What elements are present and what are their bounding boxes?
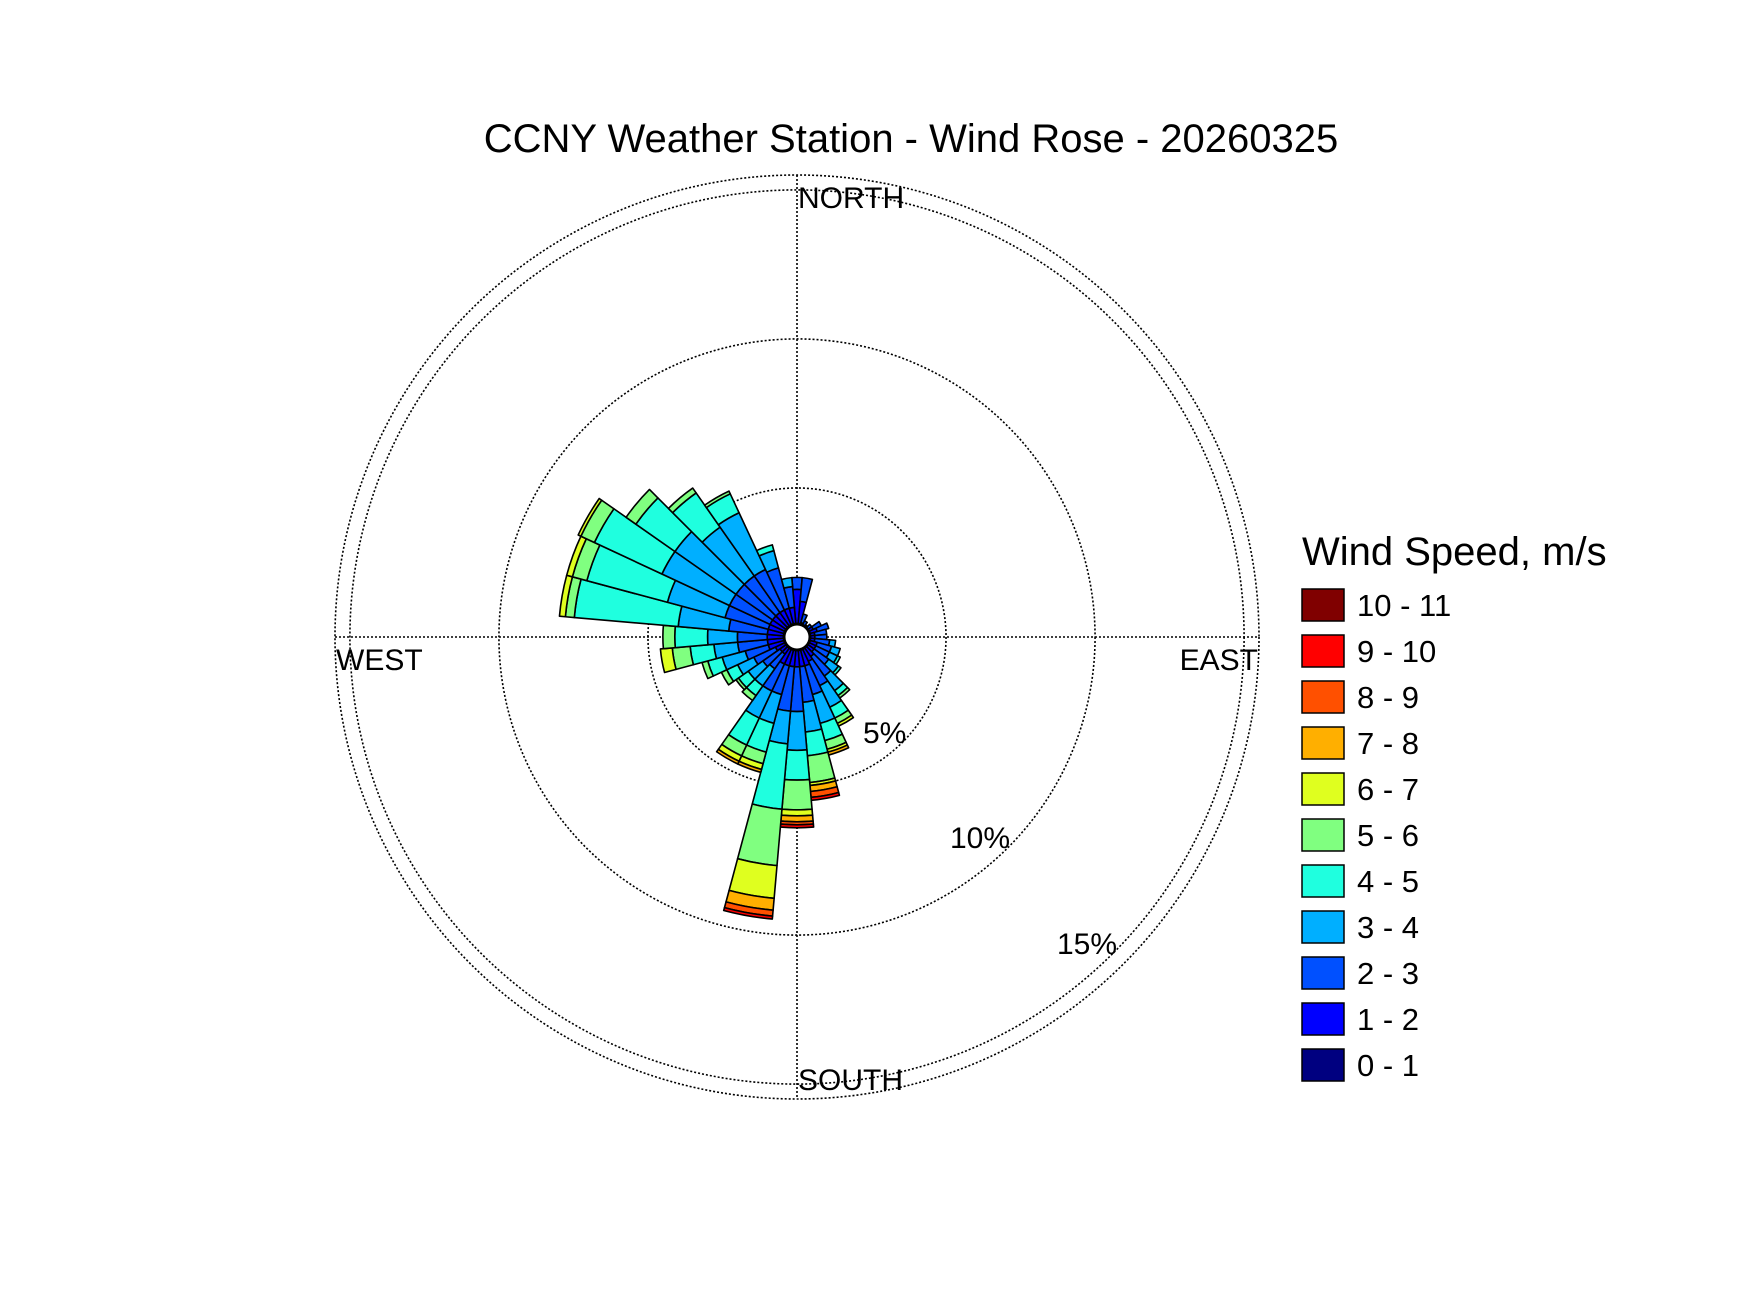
legend-label-0: 10 - 11 xyxy=(1357,588,1451,623)
legend-label-5: 5 - 6 xyxy=(1357,818,1419,853)
legend-swatch-0 xyxy=(1301,588,1345,622)
legend-label-1: 9 - 10 xyxy=(1357,634,1436,669)
south-label: SOUTH xyxy=(798,1064,903,1097)
legend-swatch-7 xyxy=(1301,910,1345,944)
sector-180-bin-9 xyxy=(779,823,815,829)
sector-170-bin-5 xyxy=(806,751,836,784)
sector-180-bin-5 xyxy=(781,778,813,811)
legend-label-6: 4 - 5 xyxy=(1357,864,1419,899)
sector-220-bin-5 xyxy=(741,686,757,702)
sector-300-bin-6 xyxy=(577,497,603,538)
ring-label-15: 15% xyxy=(1057,928,1117,961)
legend-swatch-6 xyxy=(1301,864,1345,898)
sector-180-bin-4 xyxy=(783,749,811,781)
sector-10-bin-2 xyxy=(799,576,814,604)
legend-swatch-2 xyxy=(1301,680,1345,714)
sector-320-bin-5 xyxy=(667,487,697,514)
legend-swatch-9 xyxy=(1301,1002,1345,1036)
legend-swatch-1 xyxy=(1301,634,1345,668)
legend-label-10: 0 - 1 xyxy=(1357,1048,1419,1083)
legend-swatch-4 xyxy=(1301,772,1345,806)
legend: Wind Speed, m/s 10 - 11 9 - 10 8 - 9 7 - 8 6… xyxy=(1301,530,1607,1083)
sector-270-bin-5 xyxy=(662,624,677,650)
legend-swatch-3 xyxy=(1301,726,1345,760)
legend-label-7: 3 - 4 xyxy=(1357,910,1419,945)
legend-label-8: 2 - 3 xyxy=(1357,956,1419,991)
ring-label-5: 5% xyxy=(863,717,906,750)
sector-70-bin-2 xyxy=(815,622,830,633)
legend-swatch-10 xyxy=(1301,1048,1345,1082)
west-label: WEST xyxy=(336,644,423,677)
sector-310-bin-5 xyxy=(625,488,659,525)
sector-20-bin-2 xyxy=(800,613,808,625)
sector-190-bin-9 xyxy=(722,906,774,920)
ring-label-10: 10% xyxy=(950,822,1010,855)
sector-350-bin-3 xyxy=(780,576,794,589)
legend-swatch-8 xyxy=(1301,956,1345,990)
legend-label-3: 7 - 8 xyxy=(1357,726,1419,761)
north-label: NORTH xyxy=(798,182,904,215)
sector-330-bin-5 xyxy=(703,490,732,509)
chart-title: CCNY Weather Station - Wind Rose - 20260… xyxy=(484,117,1339,161)
calm-center-circle xyxy=(782,622,812,652)
legend-label-9: 1 - 2 xyxy=(1357,1002,1419,1037)
legend-title: Wind Speed, m/s xyxy=(1302,530,1607,574)
east-label: EAST xyxy=(1180,644,1258,677)
sector-210-bin-7 xyxy=(715,748,740,765)
sector-340-bin-4 xyxy=(755,544,775,557)
sector-260-bin-6 xyxy=(659,647,677,674)
sector-190-bin-5 xyxy=(736,803,783,867)
legend-label-4: 6 - 7 xyxy=(1357,772,1419,807)
legend-label-2: 8 - 9 xyxy=(1357,680,1419,715)
legend-swatch-5 xyxy=(1301,818,1345,852)
wind-sectors xyxy=(558,487,855,920)
